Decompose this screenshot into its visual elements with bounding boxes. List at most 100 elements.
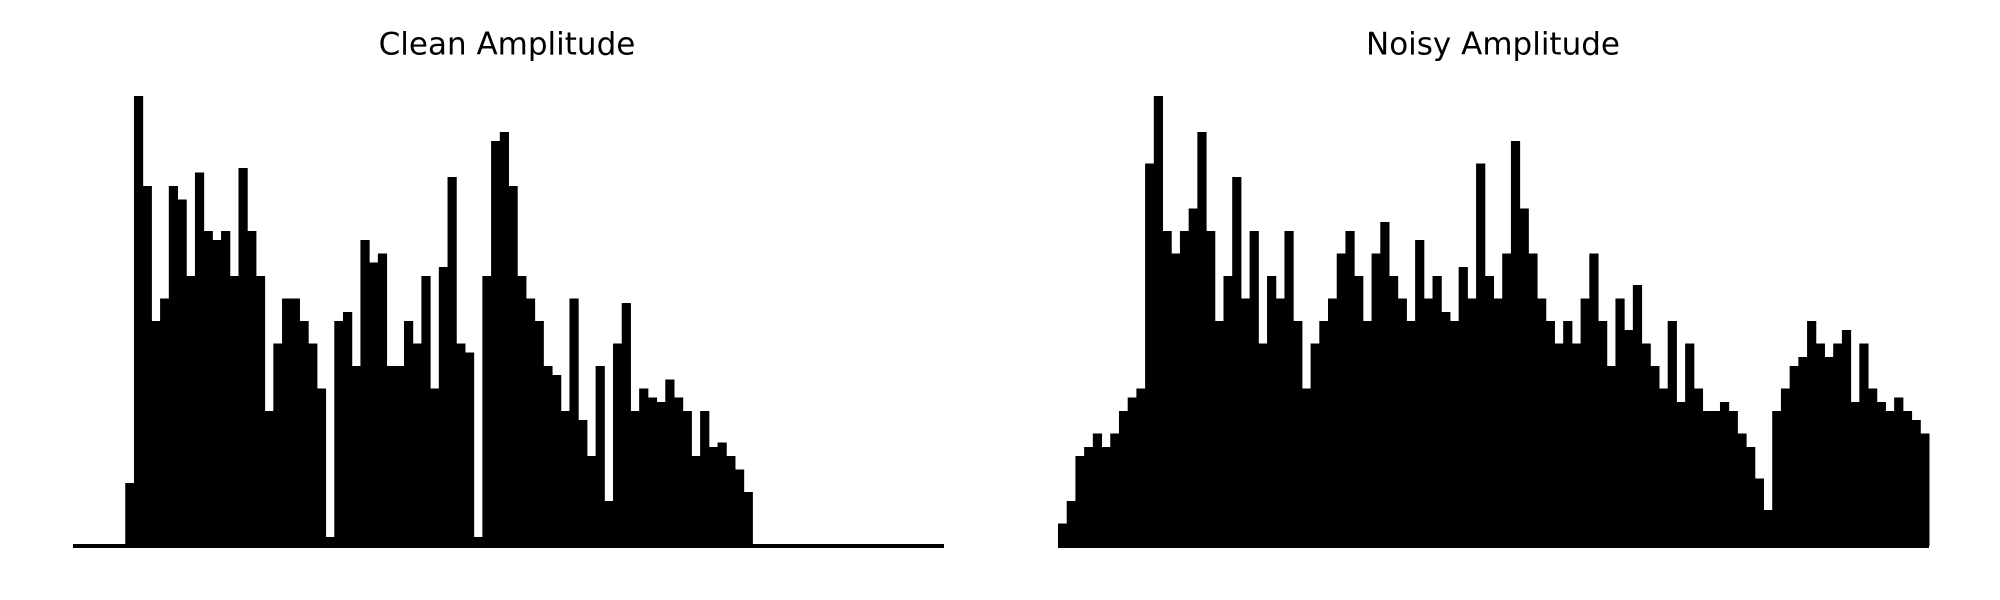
amplitude-bar <box>1336 253 1346 546</box>
amplitude-bar <box>665 379 675 546</box>
amplitude-bar <box>534 321 544 546</box>
amplitude-bar <box>1693 388 1704 546</box>
amplitude-bar <box>421 276 431 546</box>
amplitude-bar <box>1885 411 1895 546</box>
amplitude-bar <box>517 276 527 546</box>
amplitude-bar <box>412 343 422 546</box>
amplitude-bar <box>447 177 457 546</box>
amplitude-bar <box>726 456 736 546</box>
amplitude-bar <box>1058 523 1068 546</box>
amplitude-bar <box>1615 298 1625 546</box>
amplitude-bar <box>647 397 658 546</box>
amplitude-bar <box>1798 357 1808 546</box>
amplitude-bar <box>395 366 405 546</box>
amplitude-bar <box>1510 141 1521 546</box>
amplitude-bar <box>595 366 605 546</box>
amplitude-bar <box>1563 321 1573 546</box>
amplitude-bar <box>1223 276 1233 546</box>
amplitude-bar <box>1179 231 1190 546</box>
amplitude-bar <box>308 343 318 546</box>
amplitude-bar <box>1275 298 1285 546</box>
amplitude-bar <box>1354 276 1364 546</box>
amplitude-bar <box>264 411 274 546</box>
amplitude-bar <box>151 321 161 546</box>
amplitude-bar <box>656 402 666 546</box>
amplitude-bar <box>1214 321 1224 546</box>
amplitude-bar <box>247 231 257 546</box>
amplitude-bar <box>1702 411 1712 546</box>
amplitude-bar <box>1232 177 1242 546</box>
amplitude-bar <box>491 141 501 546</box>
amplitude-bar <box>377 253 388 546</box>
amplitude-bar <box>717 442 727 546</box>
amplitude-bar <box>1815 343 1825 546</box>
amplitude-bar <box>1624 330 1634 546</box>
amplitude-bar <box>1606 366 1616 546</box>
amplitude-bar <box>1371 253 1381 546</box>
amplitude-bar <box>1502 253 1512 546</box>
amplitude-bar <box>1145 163 1155 546</box>
amplitude-bar <box>1920 433 1930 546</box>
amplitude-bar <box>1589 253 1599 546</box>
amplitude-bar <box>1110 433 1120 546</box>
amplitude-bar <box>499 132 509 546</box>
amplitude-bar <box>1066 501 1076 546</box>
amplitude-bar <box>734 469 745 546</box>
amplitude-bar <box>691 456 701 546</box>
amplitude-bar <box>160 298 170 546</box>
amplitude-bar <box>1328 298 1338 546</box>
amplitude-bar <box>1075 456 1085 546</box>
amplitude-bar <box>1824 357 1834 546</box>
amplitude-bar <box>1537 298 1547 546</box>
amplitude-bar <box>386 366 396 546</box>
chart-title: Noisy Amplitude <box>1366 27 1620 63</box>
amplitude-bar <box>1685 343 1695 546</box>
amplitude-bar <box>1136 388 1146 546</box>
amplitude-bar <box>1467 298 1477 546</box>
amplitude-bar <box>1676 402 1686 546</box>
amplitude-bar <box>438 267 449 546</box>
amplitude-bar <box>1415 240 1425 546</box>
amplitude-bar <box>1301 388 1312 546</box>
amplitude-bar <box>1711 411 1721 546</box>
amplitude-bar <box>238 168 248 546</box>
amplitude-bar <box>1719 402 1730 546</box>
amplitude-bar <box>1911 420 1921 546</box>
amplitude-bar <box>1458 267 1468 546</box>
amplitude-bar <box>334 321 344 546</box>
amplitude-bar <box>316 388 327 546</box>
amplitude-bar <box>1153 96 1164 546</box>
amplitude-bar <box>290 298 300 546</box>
amplitude-bar <box>1118 411 1129 546</box>
amplitude-bar <box>1388 276 1399 546</box>
amplitude-bar <box>1894 397 1904 546</box>
amplitude-bar <box>1580 298 1590 546</box>
amplitude-bar <box>1833 343 1843 546</box>
amplitude-bar <box>1780 388 1791 546</box>
amplitude-bar <box>508 186 518 546</box>
amplitude-bar <box>621 303 631 546</box>
amplitude-bar <box>1101 447 1111 546</box>
amplitude-bar <box>1240 298 1251 546</box>
amplitude-bar <box>1432 276 1442 546</box>
amplitude-bar <box>1763 510 1773 546</box>
amplitude-bar <box>586 456 597 546</box>
amplitude-bar <box>673 397 684 546</box>
amplitude-bar <box>604 501 614 546</box>
amplitude-bar <box>430 388 440 546</box>
amplitude-bar <box>708 447 719 546</box>
amplitude-bar <box>343 312 353 546</box>
amplitude-bar <box>1423 298 1434 546</box>
amplitude-bar <box>1188 208 1198 546</box>
amplitude-bar <box>1293 321 1303 546</box>
amplitude-bar <box>1807 321 1817 546</box>
amplitude-bar <box>482 276 492 546</box>
amplitude-bar <box>1171 253 1181 546</box>
amplitude-bar <box>1841 330 1852 546</box>
amplitude-bar <box>1206 231 1216 546</box>
amplitude-bar <box>639 388 649 546</box>
amplitude-bar <box>1876 402 1886 546</box>
amplitude-bar <box>1345 231 1355 546</box>
amplitude-bar <box>1554 343 1564 546</box>
